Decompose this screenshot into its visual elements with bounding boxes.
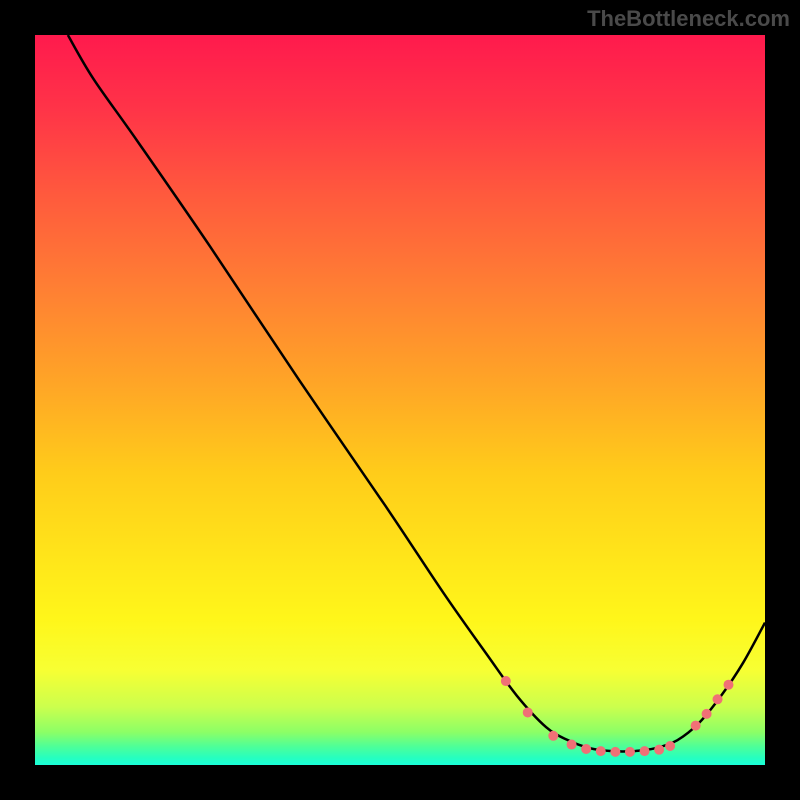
marker-dot (713, 694, 723, 704)
marker-dot (691, 721, 701, 731)
plot-area (35, 35, 765, 765)
marker-dot (581, 744, 591, 754)
marker-dot (625, 747, 635, 757)
marker-dot (724, 680, 734, 690)
marker-dot (654, 745, 664, 755)
marker-dot (665, 741, 675, 751)
marker-dot (702, 709, 712, 719)
watermark-text: TheBottleneck.com (587, 6, 790, 32)
marker-dot (501, 676, 511, 686)
marker-dot (596, 746, 606, 756)
marker-dot (640, 746, 650, 756)
plot-svg (35, 35, 765, 765)
marker-dot (523, 707, 533, 717)
marker-dot (610, 747, 620, 757)
marker-dot (548, 731, 558, 741)
marker-dot (567, 740, 577, 750)
bottleneck-curve (68, 35, 765, 751)
